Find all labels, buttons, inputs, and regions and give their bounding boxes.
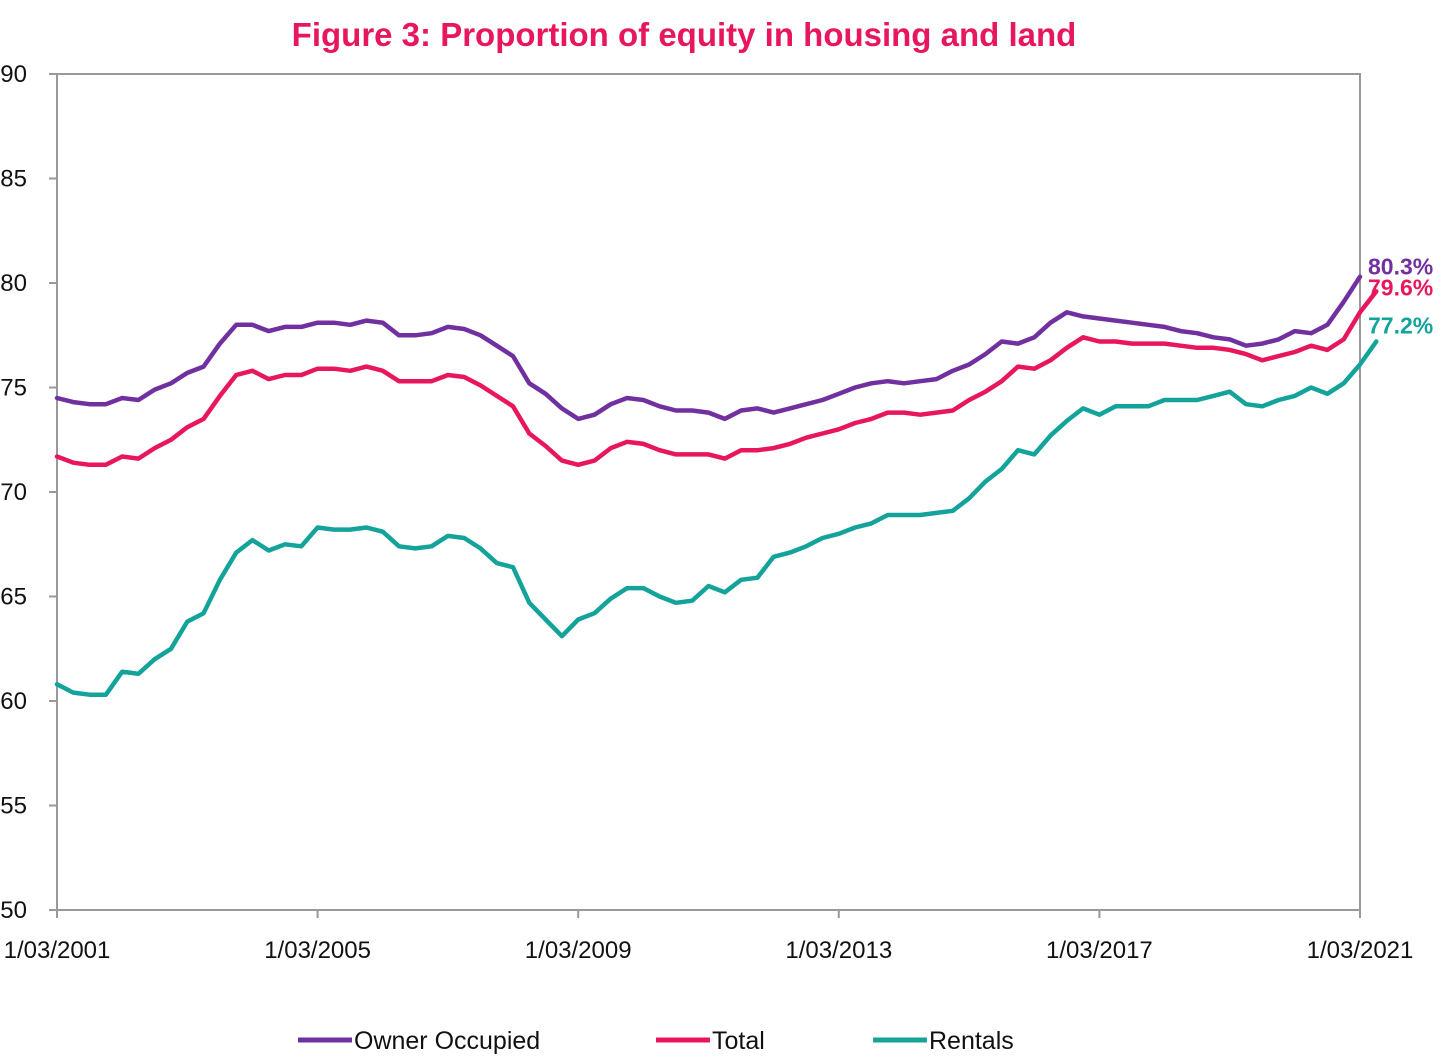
- y-tick-label: 60: [0, 688, 27, 715]
- legend-label: Total: [712, 1027, 765, 1055]
- y-tick-label: 75: [0, 375, 27, 402]
- series-line-owner-occupied: [54, 274, 1363, 422]
- y-tick-label: 80: [0, 270, 27, 297]
- y-tick-label: 55: [0, 793, 27, 820]
- x-tick-label: 1/03/2017: [1046, 937, 1153, 964]
- legend-label: Rentals: [929, 1027, 1014, 1055]
- y-tick-label: 65: [0, 584, 27, 611]
- x-tick-label: 1/03/2013: [785, 937, 892, 964]
- legend-label: Owner Occupied: [354, 1027, 540, 1055]
- y-tick-label: 90: [0, 61, 27, 88]
- series-line-rentals: [54, 339, 1379, 697]
- x-tick-label: 1/03/2005: [264, 937, 371, 964]
- end-label-rentals: 77.2%: [1368, 313, 1433, 339]
- legend: Owner Occupied Total Rentals: [298, 1027, 1014, 1055]
- end-label-total: 79.6%: [1368, 274, 1433, 300]
- plot-area-frame: [56, 73, 1361, 911]
- y-tick-label: 85: [0, 166, 27, 193]
- series-lines: [54, 274, 1379, 697]
- series-line-total: [54, 289, 1379, 468]
- end-label-owner-occupied: 80.3%: [1368, 254, 1433, 280]
- x-axis: 1/03/2001 1/03/2005 1/03/2009 1/03/2013 1/03…: [4, 910, 1414, 964]
- y-tick-label: 70: [0, 479, 27, 506]
- chart-title: Figure 3: Proportion of equity in housin…: [291, 16, 1077, 53]
- x-tick-label: 1/03/2001: [4, 937, 111, 964]
- end-labels: 80.3%79.6% 77.2%: [1368, 254, 1433, 339]
- x-tick-label: 1/03/2009: [525, 937, 632, 964]
- x-tick-label: 1/03/2021: [1307, 937, 1414, 964]
- y-axis: 50 55 60 65 70 75 80 85 90: [0, 61, 57, 924]
- y-tick-label: 50: [0, 897, 27, 924]
